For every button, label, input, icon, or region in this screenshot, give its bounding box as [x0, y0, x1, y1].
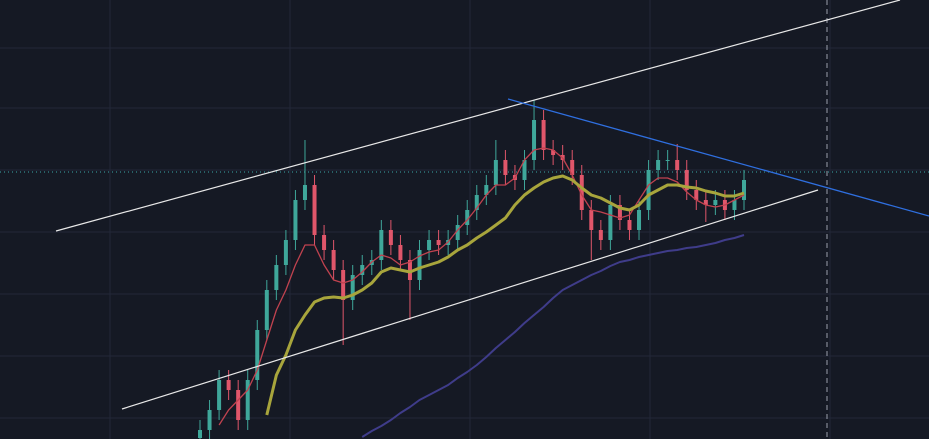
- candle-body: [322, 235, 327, 250]
- candle-body: [684, 170, 689, 190]
- candle-body: [474, 195, 479, 210]
- candle-body: [503, 160, 508, 175]
- candle-body: [742, 180, 746, 200]
- plot: [198, 100, 746, 439]
- candle-body: [255, 330, 260, 380]
- candle-body: [589, 210, 594, 230]
- candle-body: [312, 185, 317, 235]
- candle-body: [608, 205, 613, 240]
- candle-body: [217, 380, 222, 410]
- candle-body: [360, 265, 365, 275]
- candle-body: [245, 380, 250, 420]
- candle-body: [350, 275, 355, 300]
- candle-body: [407, 260, 412, 280]
- candle-body: [436, 240, 441, 245]
- candle-body: [703, 200, 708, 205]
- candle-body: [465, 210, 470, 225]
- candle-body: [656, 160, 661, 170]
- candle-body: [570, 160, 575, 175]
- candle-body: [293, 200, 298, 240]
- candle-body: [637, 210, 642, 230]
- candle-body: [675, 160, 680, 170]
- candle-body: [331, 250, 336, 270]
- candle-body: [532, 120, 537, 160]
- candle-body: [579, 175, 584, 210]
- candle-body: [283, 240, 288, 265]
- moving-average: [218, 147, 745, 426]
- candle-body: [341, 270, 346, 300]
- candle-body: [627, 220, 632, 230]
- candle-body: [694, 190, 699, 200]
- trend-line: [507, 98, 929, 217]
- channel-lower: [121, 189, 819, 410]
- candle-body: [522, 160, 527, 180]
- candle-body: [302, 185, 307, 200]
- candle-body: [646, 170, 651, 210]
- candle-body: [713, 200, 718, 205]
- candle-body: [417, 250, 422, 280]
- candle-body: [493, 160, 498, 185]
- candle-body: [388, 230, 393, 245]
- candle-body: [198, 430, 202, 438]
- candle-body: [455, 225, 460, 240]
- moving-average: [265, 174, 745, 416]
- channel-upper: [55, 0, 901, 232]
- candle-body: [398, 245, 403, 260]
- candle-body: [541, 120, 546, 150]
- candle-body: [617, 205, 622, 220]
- candle-body: [226, 380, 231, 390]
- candle-body: [264, 290, 269, 330]
- candle-body: [274, 265, 279, 290]
- candle-body: [732, 200, 737, 210]
- candle-body: [236, 390, 241, 420]
- candle-body: [207, 410, 212, 430]
- moving-average: [361, 234, 745, 438]
- candle-body: [427, 240, 432, 250]
- candle-body: [551, 150, 556, 155]
- candle-body: [665, 160, 670, 161]
- candle-body: [598, 230, 603, 240]
- candle-body: [379, 230, 384, 260]
- candle-body: [484, 185, 489, 195]
